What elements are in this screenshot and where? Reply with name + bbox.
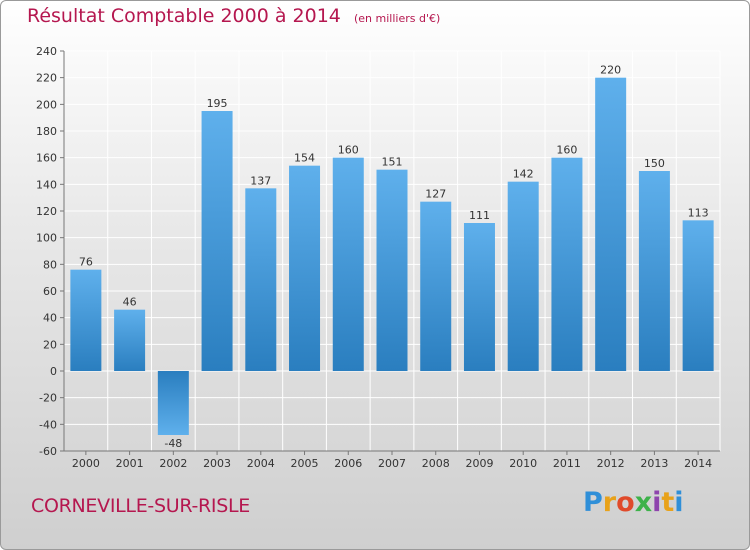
data-label: 111 <box>469 209 490 222</box>
data-labels: 76 46 -48 195 137 154 160 151 127 111 142 160 220 150… <box>79 64 709 450</box>
data-label: 137 <box>250 174 271 187</box>
x-tick-label: 2011 <box>553 457 581 470</box>
x-tick-label: 2013 <box>640 457 668 470</box>
y-tick-label: 80 <box>43 258 57 271</box>
data-label: 142 <box>513 168 534 181</box>
logo-letter: r <box>602 487 617 518</box>
x-tick-label: 2010 <box>509 457 537 470</box>
bar-2005 <box>289 165 321 371</box>
data-label: 160 <box>338 144 359 157</box>
x-tick-label: 2000 <box>72 457 100 470</box>
bar-2004 <box>245 188 277 371</box>
bar-2006 <box>332 157 364 371</box>
y-tick-label: -40 <box>39 418 57 431</box>
data-label: 151 <box>382 156 403 169</box>
x-tick-label: 2007 <box>378 457 406 470</box>
y-tick-label: 220 <box>36 72 57 85</box>
bar-2013 <box>638 171 670 371</box>
y-tick-label: 240 <box>36 45 57 58</box>
y-tick-label: 100 <box>36 232 57 245</box>
logo-letter: i <box>652 487 662 518</box>
y-tick-label: 60 <box>43 285 57 298</box>
bar-2000 <box>70 269 102 371</box>
bar-2003 <box>201 111 233 371</box>
bar-2008 <box>420 201 452 371</box>
y-tick-label: 180 <box>36 125 57 138</box>
bar-2009 <box>463 223 495 371</box>
proxiti-logo[interactable]: Proxiti <box>583 487 684 518</box>
data-label: 46 <box>123 296 137 309</box>
bar-2011 <box>551 157 583 371</box>
data-label: 220 <box>600 64 621 77</box>
x-tick-label: 2001 <box>116 457 144 470</box>
data-label: 76 <box>79 256 93 269</box>
x-tick-label: 2006 <box>334 457 362 470</box>
x-tick-label: 2005 <box>291 457 319 470</box>
bar-2007 <box>376 169 408 371</box>
commune-name: CORNEVILLE-SUR-RISLE <box>31 495 250 517</box>
bar-2010 <box>507 181 539 371</box>
y-tick-label: 160 <box>36 152 57 165</box>
y-tick-label: 40 <box>43 312 57 325</box>
logo-letter: x <box>634 487 653 518</box>
x-tick-label: 2009 <box>465 457 493 470</box>
x-tick-label: 2002 <box>159 457 187 470</box>
axes: -60 -40 -20 0 20 40 60 80 100 120 140 160 180 200 220 2… <box>36 45 720 470</box>
y-tick-label: 20 <box>43 338 57 351</box>
logo-letter: i <box>674 487 684 518</box>
x-tick-label: 2014 <box>684 457 712 470</box>
y-tick-label: 140 <box>36 178 57 191</box>
logo-letter: t <box>661 487 675 518</box>
title-row: Résultat Comptable 2000 à 2014 (en milli… <box>27 5 440 27</box>
bar-2014 <box>682 220 714 371</box>
bars <box>70 77 714 435</box>
x-tick-label: 2003 <box>203 457 231 470</box>
data-label: 160 <box>556 144 577 157</box>
x-tick-label: 2012 <box>597 457 625 470</box>
logo-letter: o <box>616 487 635 518</box>
y-tick-label: -60 <box>39 445 57 458</box>
data-label: 127 <box>425 188 446 201</box>
data-label: -48 <box>164 437 182 450</box>
y-tick-label: -20 <box>39 392 57 405</box>
logo-letter: P <box>583 487 603 518</box>
data-label: 150 <box>644 157 665 170</box>
x-tick-label: 2004 <box>247 457 275 470</box>
y-tick-label: 0 <box>50 365 57 378</box>
data-label: 195 <box>207 97 228 110</box>
bar-2001 <box>114 309 146 371</box>
y-tick-label: 120 <box>36 205 57 218</box>
data-label: 154 <box>294 152 315 165</box>
data-label: 113 <box>688 206 709 219</box>
x-tick-label: 2008 <box>422 457 450 470</box>
bar-2002 <box>157 371 189 435</box>
chart-subtitle: (en milliers d'€) <box>353 12 441 25</box>
y-tick-label: 200 <box>36 98 57 111</box>
chart-title: Résultat Comptable 2000 à 2014 <box>27 5 341 27</box>
bar-2012 <box>595 77 627 372</box>
